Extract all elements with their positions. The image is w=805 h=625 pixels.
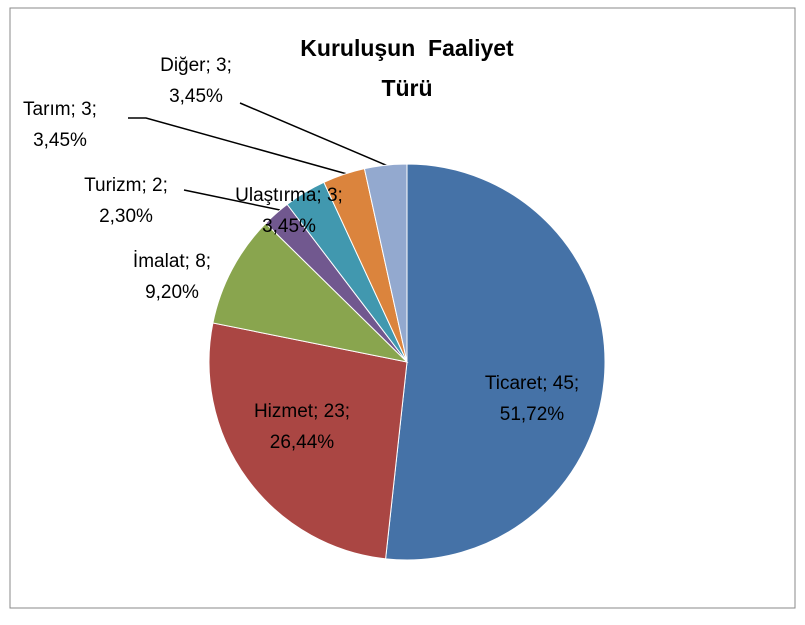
- leader-line: [183, 189, 281, 211]
- data-label: Ticaret; 45; 51,72%: [485, 373, 579, 425]
- data-label-line: İmalat; 8;: [133, 251, 211, 272]
- data-label: Diğer; 3; 3,45%: [160, 55, 232, 107]
- data-label-line: 51,72%: [500, 404, 565, 425]
- data-label-line: 3,45%: [262, 216, 316, 237]
- data-label-line: 3,45%: [33, 130, 87, 151]
- data-label-line: 2,30%: [99, 206, 153, 227]
- data-label: Tarım; 3; 3,45%: [23, 99, 97, 151]
- data-label-line: 9,20%: [145, 282, 199, 303]
- data-label: Turizm; 2; 2,30%: [84, 175, 168, 227]
- pie-slice: [208, 322, 408, 560]
- data-label-line: Diğer; 3;: [160, 55, 232, 76]
- data-label: Ulaştırma; 3; 3,45%: [235, 185, 343, 237]
- data-label-line: 26,44%: [270, 432, 335, 453]
- data-label-line: Turizm; 2;: [84, 175, 168, 196]
- pie-slice: [385, 163, 606, 561]
- data-label-line: Ticaret; 45;: [485, 373, 579, 394]
- chart-title: Kuruluşun Faaliyet Türü: [300, 35, 521, 101]
- leader-line: [128, 117, 348, 175]
- leader-line: [239, 102, 389, 167]
- data-label-line: Ulaştırma; 3;: [235, 185, 343, 206]
- data-label: İmalat; 8; 9,20%: [133, 251, 211, 303]
- data-label-line: Tarım; 3;: [23, 99, 97, 120]
- data-label-line: 3,45%: [169, 86, 223, 107]
- data-label: Hizmet; 23; 26,44%: [254, 401, 350, 453]
- pie-slice: [212, 222, 409, 363]
- data-label-line: Hizmet; 23;: [254, 401, 350, 422]
- pie-slice: [363, 163, 408, 363]
